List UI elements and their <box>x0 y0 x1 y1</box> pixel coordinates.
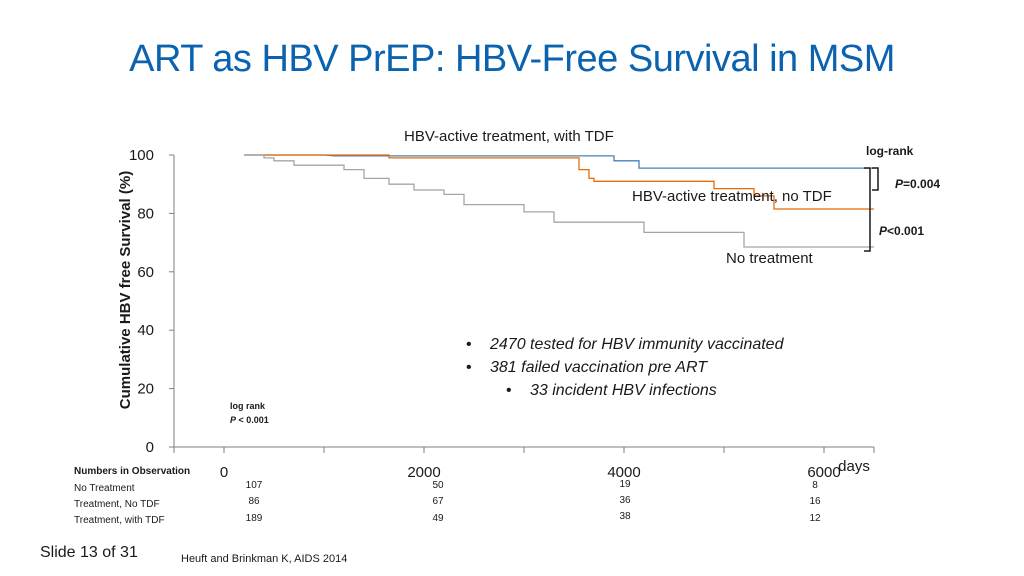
bullet-item: • 33 incident HBV infections <box>462 379 783 402</box>
logrank-left-title: log rank <box>230 401 266 411</box>
observations-header: Numbers in Observation <box>74 466 191 477</box>
p-symbol: P <box>895 177 904 191</box>
series-label-no-tdf: HBV-active treatment, no TDF <box>632 188 832 205</box>
observations-cell: 189 <box>245 513 263 524</box>
series-line-0 <box>244 154 874 169</box>
y-tick-label: 40 <box>137 322 154 339</box>
observations-cell: 36 <box>619 495 631 506</box>
bullet-item: • 381 failed vaccination pre ART <box>462 356 783 379</box>
series-line-2 <box>244 154 874 248</box>
x-tick-label: 2000 <box>407 464 440 481</box>
observations-cell: 19 <box>619 479 631 490</box>
y-tick-label: 20 <box>137 381 154 398</box>
logrank-brackets <box>864 167 879 252</box>
series-line-1 <box>244 154 874 210</box>
p-value-text: <0.001 <box>887 224 925 238</box>
p-value-tdf: P=0.004 <box>895 177 940 191</box>
y-tick-label: 60 <box>137 264 154 281</box>
bullet-list: • 2470 tested for HBV immunity vaccinate… <box>462 333 783 402</box>
bullet-item: • 2470 tested for HBV immunity vaccinate… <box>462 333 783 356</box>
bullet-marker: • <box>466 336 472 353</box>
bullet-marker: • <box>466 359 472 376</box>
observations-cell: 49 <box>432 513 444 524</box>
bullet-marker: • <box>506 382 512 399</box>
x-tick-label: 6000 <box>807 464 840 481</box>
y-tick-label: 0 <box>146 439 154 456</box>
slide-title: ART as HBV PrEP: HBV-Free Survival in MS… <box>129 38 895 80</box>
observations-cell: 67 <box>432 496 444 507</box>
observations-cell: 86 <box>248 496 260 507</box>
y-tick-labels: 0 20 40 60 80 100 <box>129 147 154 456</box>
p-value-text: < 0.001 <box>236 415 269 425</box>
p-symbol: P <box>230 415 237 425</box>
p-symbol: P <box>879 224 888 238</box>
y-axis-label: Cumulative HBV free Survival (%) <box>117 171 134 409</box>
series-label-with-tdf: HBV-active treatment, with TDF <box>404 128 614 145</box>
bullet-text: 2470 tested for HBV immunity vaccinated <box>490 336 784 353</box>
x-axis-label: days <box>838 458 870 475</box>
chart-series <box>244 154 874 248</box>
x-tick-label: 4000 <box>607 464 640 481</box>
observations-cell: 50 <box>432 480 444 491</box>
y-tick-label: 100 <box>129 147 154 164</box>
observations-row-label: Treatment, No TDF <box>74 499 160 510</box>
observations-row-label: No Treatment <box>74 483 135 494</box>
logrank-left: log rank P < 0.001 <box>230 399 269 427</box>
observations-cell: 12 <box>809 513 821 524</box>
x-tick-labels: 0 2000 4000 6000 <box>220 464 841 481</box>
observations-row-label: Treatment, with TDF <box>74 515 165 526</box>
observations-cell: 38 <box>619 511 631 522</box>
observations-cell: 8 <box>812 480 818 491</box>
y-tick-label: 80 <box>137 205 154 222</box>
observations-cell: 107 <box>245 480 263 491</box>
bullet-text: 33 incident HBV infections <box>530 382 717 399</box>
chart-axes <box>169 154 875 453</box>
logrank-left-pvalue: P < 0.001 <box>230 413 269 427</box>
series-label-no-treatment: No treatment <box>726 250 813 267</box>
p-value-text: =0.004 <box>903 177 941 191</box>
x-tick-label: 0 <box>220 464 228 481</box>
slide-number: Slide 13 of 31 <box>40 544 138 561</box>
citation: Heuft and Brinkman K, AIDS 2014 <box>181 553 348 565</box>
logrank-right-title: log-rank <box>866 144 914 158</box>
observations-cell: 16 <box>809 496 821 507</box>
bullet-text: 381 failed vaccination pre ART <box>490 359 708 376</box>
p-value-treatment: P<0.001 <box>879 224 924 238</box>
